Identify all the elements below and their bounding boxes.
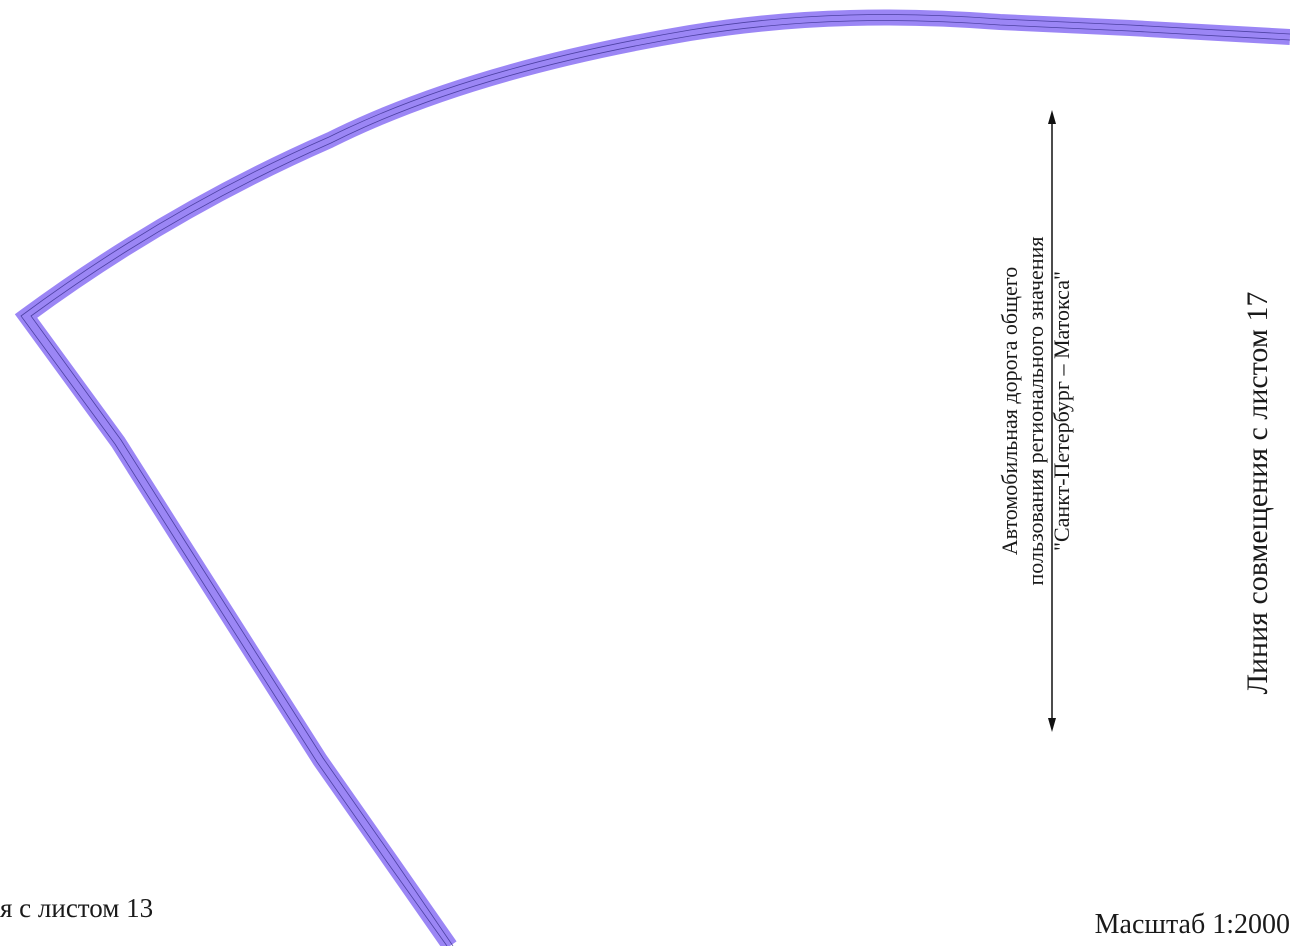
road-label-line-3: "Санкт-Петербург – Матокса" bbox=[1049, 271, 1074, 551]
scale-label: Масштаб 1:2000 bbox=[1094, 909, 1290, 940]
road-name-label: Автомобильная дорога общего пользования … bbox=[997, 211, 1099, 611]
arrow-down-icon bbox=[1048, 718, 1056, 732]
boundary-outline-outer bbox=[20, 14, 1290, 946]
boundary-outline-inner bbox=[30, 20, 1290, 946]
arrow-up-icon bbox=[1048, 110, 1056, 124]
alignment-line-label-sheet-17: Линия совмещения с листом 17 bbox=[1241, 291, 1274, 695]
road-label-line-1: Автомобильная дорога общего bbox=[997, 266, 1022, 556]
boundary-band bbox=[14, 9, 1290, 946]
road-label-line-2: пользования регионального значения bbox=[1023, 236, 1048, 586]
alignment-line-label-sheet-13: я с листом 13 bbox=[0, 893, 154, 923]
